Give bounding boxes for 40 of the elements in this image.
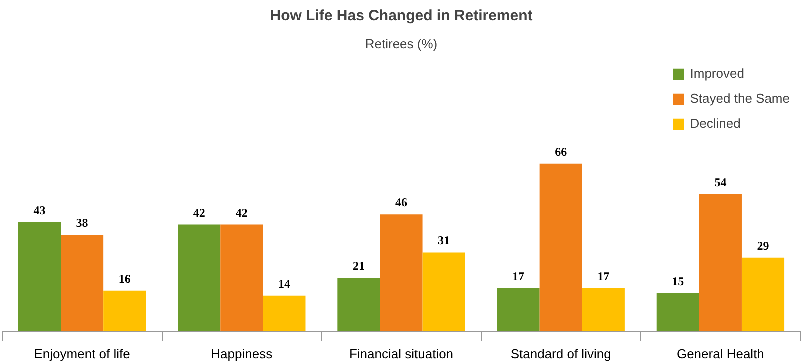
legend-label: Stayed the Same (690, 91, 790, 106)
bar (582, 288, 625, 332)
bar (422, 252, 466, 332)
legend-label: Declined (690, 116, 741, 131)
data-label: 29 (757, 238, 770, 253)
data-label: 43 (34, 203, 46, 218)
data-label: 46 (396, 196, 408, 210)
bar (220, 224, 264, 332)
chart-title: How Life Has Changed in Retirement (270, 8, 533, 24)
x-tick-label: General Health (676, 346, 764, 362)
data-label: 31 (438, 234, 450, 248)
data-label: 16 (118, 272, 131, 286)
data-label: 17 (512, 269, 525, 284)
data-label: 54 (714, 175, 727, 190)
bar (104, 290, 146, 332)
bar (178, 224, 221, 332)
data-label: 42 (193, 206, 206, 220)
data-label: 21 (352, 259, 365, 274)
bar (497, 288, 540, 332)
x-tick-label: Standard of living (510, 346, 612, 362)
bar (380, 214, 423, 332)
x-tick-label: Financial situation (349, 346, 454, 362)
bar (18, 222, 62, 332)
data-label: 17 (598, 269, 610, 284)
bar (742, 258, 785, 332)
x-tick-label: Happiness (211, 346, 274, 362)
data-label: 66 (555, 144, 568, 159)
chart-subtitle: Retirees (%) (365, 36, 438, 52)
data-label: 15 (672, 274, 684, 288)
bar (656, 293, 700, 332)
bar (540, 164, 582, 332)
x-tick-label: Enjoyment of life (34, 346, 130, 362)
data-label: 14 (278, 276, 290, 291)
bar (61, 234, 104, 332)
bar (263, 296, 306, 332)
bar (338, 278, 380, 332)
bar (699, 194, 742, 332)
legend-label: Improved (690, 66, 744, 81)
data-label: 38 (76, 216, 88, 230)
data-label: 42 (236, 206, 248, 220)
